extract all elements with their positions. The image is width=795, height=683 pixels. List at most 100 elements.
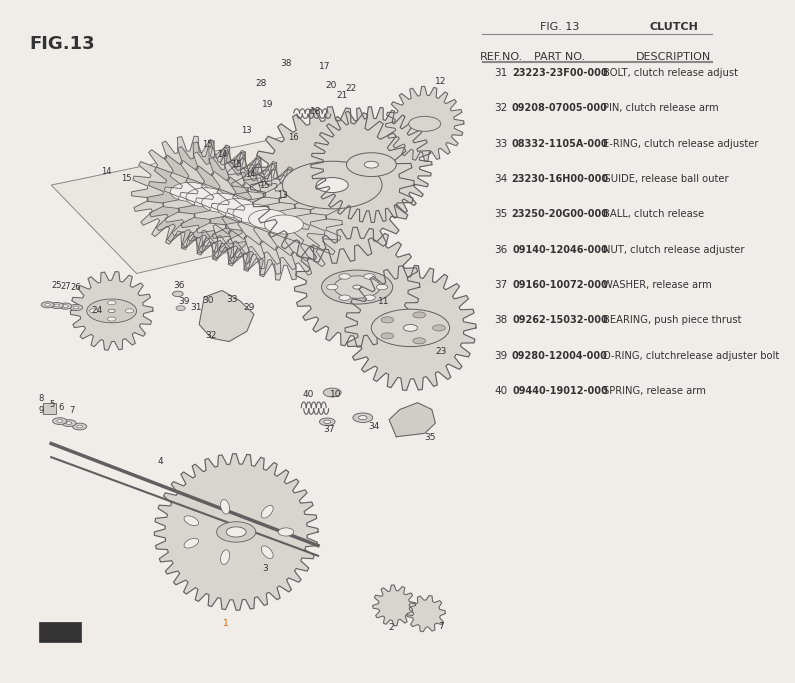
Ellipse shape <box>353 413 373 423</box>
Text: 21: 21 <box>336 91 348 100</box>
Text: 14: 14 <box>245 170 256 180</box>
Text: 37: 37 <box>494 280 508 290</box>
Text: 19: 19 <box>262 100 274 109</box>
Text: 09160-10072-000: 09160-10072-000 <box>512 280 607 290</box>
Text: 24: 24 <box>91 306 103 315</box>
Ellipse shape <box>413 312 425 318</box>
Text: 17: 17 <box>320 62 331 72</box>
Ellipse shape <box>216 522 256 542</box>
Text: 11: 11 <box>378 297 390 306</box>
Polygon shape <box>200 290 254 342</box>
Polygon shape <box>194 158 311 269</box>
Text: GUIDE, release ball outer: GUIDE, release ball outer <box>603 174 728 184</box>
Text: 18: 18 <box>310 107 322 115</box>
Ellipse shape <box>249 210 288 229</box>
Text: WASHER, release arm: WASHER, release arm <box>603 280 712 290</box>
Text: 4: 4 <box>158 457 164 466</box>
Text: FIG. 13: FIG. 13 <box>541 22 580 32</box>
Text: 15: 15 <box>203 140 213 149</box>
Ellipse shape <box>334 276 380 298</box>
Polygon shape <box>132 136 248 247</box>
Ellipse shape <box>278 528 294 536</box>
Ellipse shape <box>320 418 335 426</box>
Ellipse shape <box>90 309 98 313</box>
Ellipse shape <box>184 516 199 526</box>
Text: DESCRIPTION: DESCRIPTION <box>636 52 712 62</box>
Ellipse shape <box>173 291 183 296</box>
Polygon shape <box>311 107 432 223</box>
Text: 16: 16 <box>288 133 298 142</box>
Text: PART NO.: PART NO. <box>534 52 585 62</box>
Ellipse shape <box>220 499 230 514</box>
Ellipse shape <box>57 420 63 423</box>
Text: 28: 28 <box>255 79 267 88</box>
Ellipse shape <box>364 274 375 279</box>
Text: 09280-12004-000: 09280-12004-000 <box>512 351 608 361</box>
Text: 33: 33 <box>227 295 238 304</box>
Text: 40: 40 <box>303 390 315 400</box>
Text: 25: 25 <box>52 281 62 290</box>
Text: 23: 23 <box>436 347 447 356</box>
Polygon shape <box>389 403 436 436</box>
Text: 6: 6 <box>58 402 64 412</box>
Ellipse shape <box>371 309 450 346</box>
Text: BALL, clutch release: BALL, clutch release <box>603 209 704 219</box>
Ellipse shape <box>316 178 348 193</box>
Ellipse shape <box>413 338 425 344</box>
Ellipse shape <box>282 161 382 209</box>
Text: 09440-19012-000: 09440-19012-000 <box>512 386 607 396</box>
Text: 31: 31 <box>190 303 201 311</box>
Ellipse shape <box>73 306 79 309</box>
Ellipse shape <box>409 116 440 131</box>
Text: 09208-07005-000: 09208-07005-000 <box>512 103 608 113</box>
Text: SPRING, release arm: SPRING, release arm <box>603 386 705 396</box>
FancyBboxPatch shape <box>39 622 81 642</box>
Text: 13: 13 <box>242 126 252 135</box>
Ellipse shape <box>364 295 375 301</box>
Text: 15: 15 <box>231 160 242 169</box>
Polygon shape <box>386 87 463 161</box>
Text: 09140-12046-000: 09140-12046-000 <box>512 245 607 255</box>
Polygon shape <box>226 169 342 280</box>
Text: 34: 34 <box>494 174 508 184</box>
Text: 32: 32 <box>205 331 216 340</box>
Text: 27: 27 <box>60 282 71 291</box>
Text: FIG.13: FIG.13 <box>30 36 95 53</box>
FancyBboxPatch shape <box>43 404 56 415</box>
Ellipse shape <box>41 302 54 308</box>
Polygon shape <box>210 163 327 275</box>
Text: 8: 8 <box>38 394 44 404</box>
Ellipse shape <box>107 301 116 305</box>
Ellipse shape <box>72 423 87 430</box>
Text: BEARING, push piece thrust: BEARING, push piece thrust <box>603 316 741 325</box>
Ellipse shape <box>432 325 445 331</box>
Ellipse shape <box>262 546 273 559</box>
Text: 39: 39 <box>178 297 189 306</box>
Text: 15: 15 <box>259 180 270 190</box>
Text: 33: 33 <box>494 139 508 148</box>
Ellipse shape <box>70 305 83 311</box>
Text: 2: 2 <box>389 623 394 632</box>
Text: 36: 36 <box>494 245 508 255</box>
Polygon shape <box>407 596 445 632</box>
Text: 40: 40 <box>494 386 508 396</box>
Ellipse shape <box>62 420 76 426</box>
Text: 9: 9 <box>38 406 44 415</box>
Ellipse shape <box>50 303 64 309</box>
Ellipse shape <box>339 274 351 279</box>
Text: 15: 15 <box>121 173 131 183</box>
Ellipse shape <box>217 199 257 218</box>
Text: 23250-20G00-000: 23250-20G00-000 <box>511 209 608 219</box>
Text: 23230-16H00-000: 23230-16H00-000 <box>511 174 608 184</box>
Polygon shape <box>147 141 264 253</box>
Text: 30: 30 <box>203 296 214 305</box>
Text: 14: 14 <box>217 150 227 159</box>
Text: 34: 34 <box>368 421 379 430</box>
Text: 12: 12 <box>436 77 447 87</box>
Polygon shape <box>345 266 476 391</box>
Ellipse shape <box>59 303 72 309</box>
Ellipse shape <box>353 285 362 289</box>
Ellipse shape <box>227 527 246 537</box>
Polygon shape <box>154 454 318 610</box>
Text: 35: 35 <box>494 209 508 219</box>
